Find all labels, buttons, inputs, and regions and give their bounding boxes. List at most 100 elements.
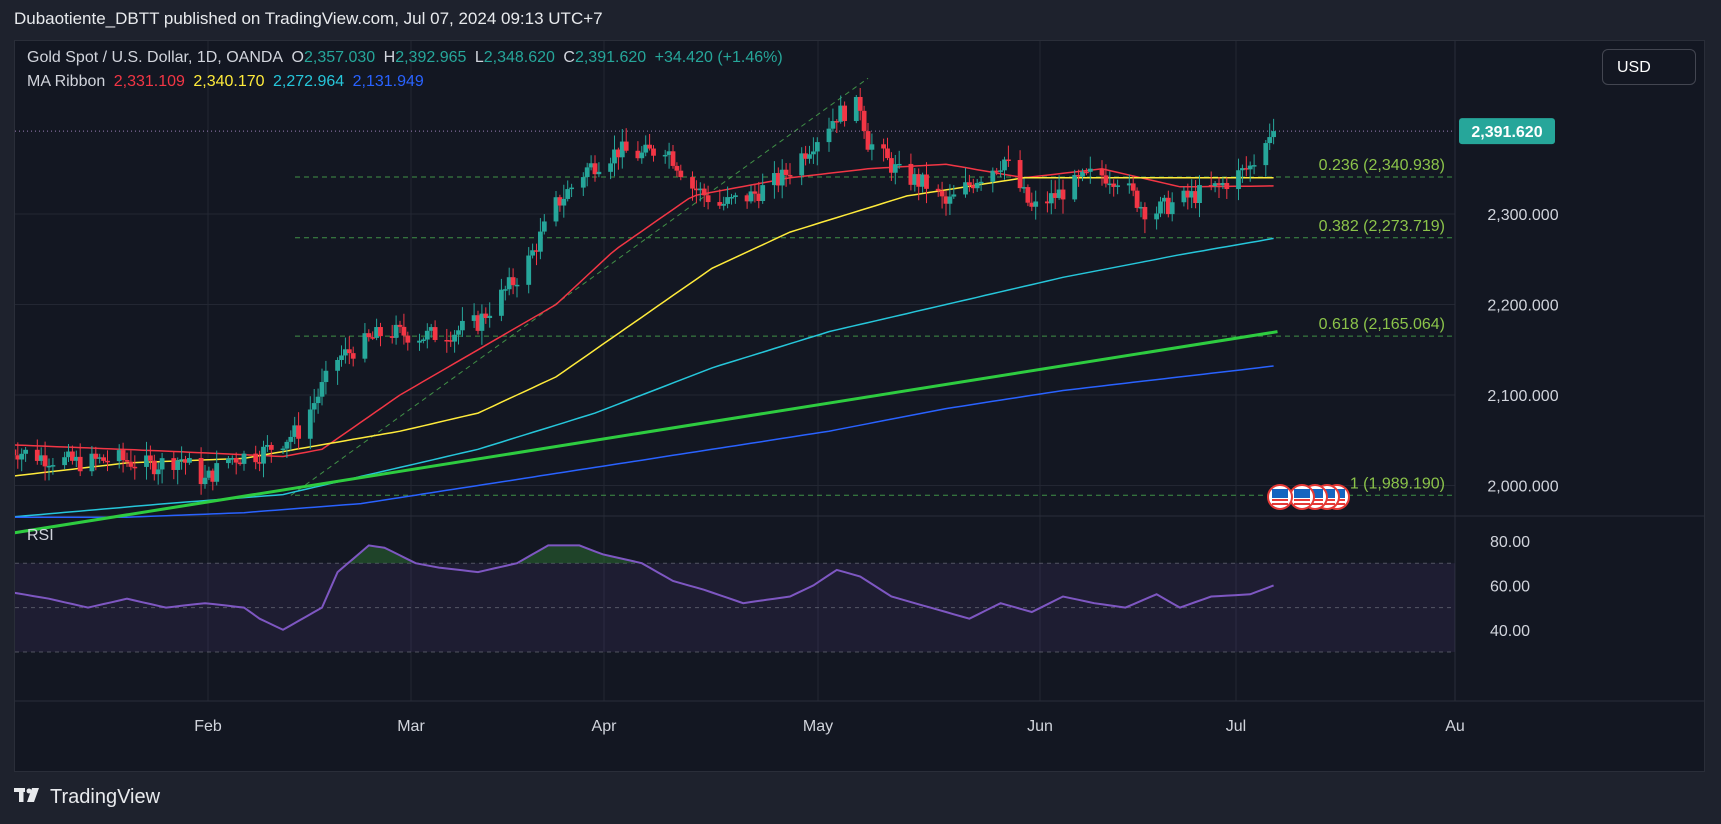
candle-body	[534, 250, 539, 252]
candle-body	[389, 336, 395, 338]
candle-body	[393, 324, 399, 338]
candle-body	[261, 446, 266, 464]
candle-body	[370, 337, 376, 339]
candle-body	[892, 164, 898, 173]
candle-body	[592, 163, 598, 175]
candle-body	[206, 470, 212, 478]
us-flag-icon	[1294, 503, 1310, 505]
candle-body	[187, 458, 192, 463]
candle-body	[834, 121, 840, 123]
x-tick-6: Au	[1445, 718, 1465, 735]
candle-body	[1048, 193, 1054, 204]
change-value: +34.420 (+1.46%)	[654, 49, 783, 66]
candle-body	[1165, 197, 1171, 215]
candle-body	[487, 315, 493, 319]
trend-line	[15, 330, 1278, 535]
candle-body	[1251, 165, 1257, 167]
candle-body	[596, 171, 602, 175]
candle-body	[670, 151, 676, 166]
candle-body	[662, 154, 668, 157]
candle-body	[1169, 202, 1175, 215]
candle-body	[998, 170, 1003, 172]
candle-body	[783, 169, 789, 175]
candle-body	[920, 174, 925, 187]
candle-body	[853, 96, 859, 122]
low-label: L	[474, 49, 484, 66]
candle-body	[265, 444, 270, 447]
candle-body	[448, 340, 454, 342]
candle-body	[456, 330, 461, 335]
candle-body	[674, 165, 680, 171]
candle-body	[15, 449, 17, 456]
candle-body	[148, 455, 153, 461]
candle-body	[889, 158, 894, 173]
candle-body	[896, 163, 902, 166]
candle-body	[132, 466, 138, 469]
candle-body	[144, 455, 149, 467]
candle-body	[647, 144, 652, 149]
candle-body	[70, 451, 75, 461]
price-chart[interactable]: 0.236 (2,340.938) 0.382 (2,273.719) 0.618 …	[15, 41, 1705, 772]
candle-body	[1271, 131, 1276, 138]
candle-body	[1076, 174, 1081, 177]
candle-body	[339, 355, 344, 360]
chart-panel[interactable]: 0.236 (2,340.938) 0.382 (2,273.719) 0.618 …	[14, 40, 1705, 772]
tradingview-logo-icon	[14, 786, 44, 809]
candle-body	[46, 465, 52, 468]
footer-brand[interactable]: TradingView	[14, 786, 160, 809]
candle-body	[101, 457, 106, 461]
fib-label-0: 0.236 (2,340.938)	[1319, 157, 1445, 174]
us-flag-icon	[1307, 503, 1323, 505]
candle-body	[23, 449, 28, 454]
candle-body	[1134, 190, 1140, 208]
candle-body	[471, 315, 477, 321]
candle-body	[502, 289, 508, 291]
candle-body	[588, 163, 594, 168]
fib-label-1: 0.382 (2,273.719)	[1319, 218, 1445, 235]
candle-body	[1052, 193, 1058, 198]
candle-body	[350, 353, 356, 359]
candle-body	[1216, 183, 1222, 186]
candle-body	[288, 436, 294, 442]
candle-body	[826, 128, 832, 143]
candle-body	[553, 197, 559, 222]
price-tick-3: 2,000.000	[1487, 479, 1558, 496]
candle-body	[116, 450, 122, 462]
candle-body	[89, 453, 95, 472]
candle-body	[943, 196, 949, 204]
candle-body	[580, 177, 586, 188]
candle-body	[210, 470, 216, 482]
candle-body	[1158, 201, 1163, 214]
candle-body	[1181, 190, 1187, 203]
us-flag-icon	[1307, 489, 1323, 498]
candle-body	[1267, 137, 1273, 144]
close-value: 2,391.620	[574, 49, 647, 66]
candle-body	[1084, 171, 1089, 174]
candle-body	[1033, 201, 1039, 207]
candle-body	[608, 163, 613, 172]
ohlc-legend: Gold Spot / U.S. Dollar, 1D, OANDA O2,35…	[27, 49, 787, 67]
candle-body	[978, 181, 984, 184]
price-tick-2: 2,100.000	[1487, 388, 1558, 405]
fib-trend-diagonal	[290, 77, 869, 496]
candle-body	[1212, 183, 1218, 187]
candle-body	[744, 195, 750, 202]
ma-line-3	[15, 365, 1274, 518]
currency-selector[interactable]: USD	[1602, 49, 1696, 85]
ma-ribbon-legend: MA Ribbon 2,331.109 2,340.170 2,272.964 …	[27, 73, 428, 91]
publish-header: Dubaotiente_DBTT published on TradingVie…	[14, 9, 603, 28]
candle-body	[253, 453, 259, 463]
candle-body	[1236, 170, 1241, 190]
candle-body	[994, 170, 1000, 173]
candle-body	[701, 188, 707, 196]
ma-value-1: 2,331.109	[113, 73, 185, 90]
candle-body	[1029, 202, 1035, 207]
candle-body	[292, 425, 298, 437]
candle-body	[66, 451, 71, 458]
brand-name: TradingView	[50, 786, 161, 808]
candle-body	[803, 153, 808, 159]
low-value: 2,348.620	[483, 49, 555, 66]
candle-body	[970, 185, 976, 189]
candle-body	[616, 149, 621, 158]
rsi-overbought-fill	[349, 545, 642, 564]
